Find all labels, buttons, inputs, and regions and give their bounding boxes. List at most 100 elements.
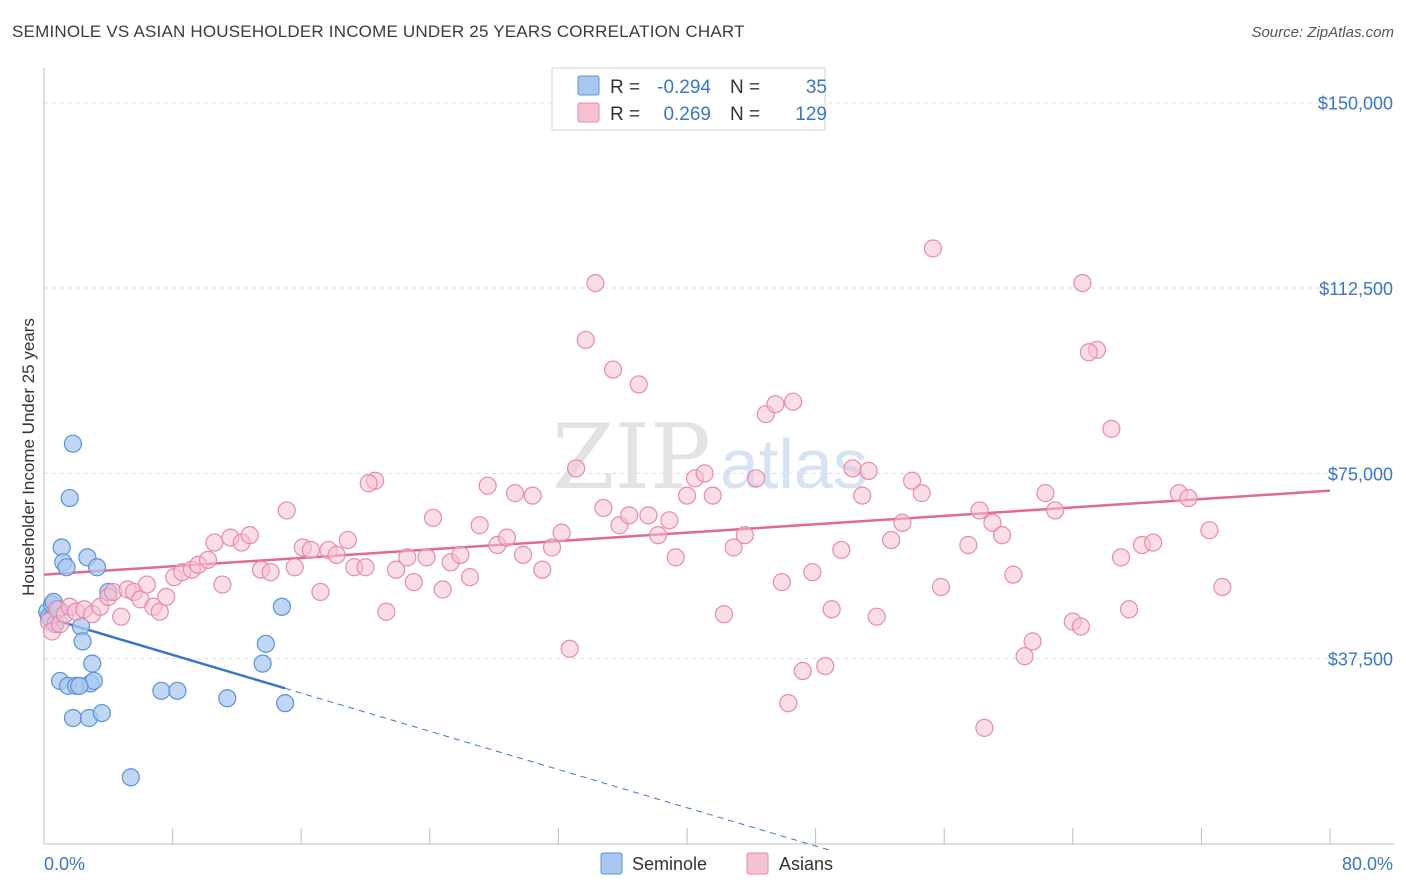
seminole-point-31 (256, 634, 275, 653)
asians-point-52 (460, 568, 480, 587)
asians-point-107 (1004, 565, 1023, 584)
legend-r-value-seminole: -0.294 (657, 77, 711, 98)
asians-point-61 (542, 538, 562, 557)
asians-point-127 (1079, 343, 1098, 362)
asians-point-59 (523, 486, 542, 505)
asians-point-54 (478, 476, 497, 495)
asians-point-104 (970, 501, 989, 520)
y-tick-label-3: $150,000 (1318, 94, 1393, 114)
asians-point-82 (735, 526, 754, 545)
seminole-point-26 (121, 768, 140, 787)
seminole-point-28 (168, 681, 187, 700)
asians-point-62 (552, 523, 571, 542)
source-label: Source: ZipAtlas.com (1251, 24, 1394, 41)
asians-point-111 (1046, 501, 1065, 520)
asians-point-96 (867, 607, 886, 626)
asians-point-73 (648, 526, 668, 545)
bottom-legend: Seminole Asians (600, 852, 833, 875)
asians-point-90 (816, 656, 835, 676)
asians-point-108 (1015, 647, 1034, 666)
asians-point-89 (803, 563, 822, 582)
legend-n-value-asians: 129 (795, 104, 827, 125)
asians-point-39 (338, 530, 357, 550)
asians-point-116 (1111, 548, 1131, 567)
asians-point-68 (603, 360, 623, 379)
asians-point-80 (714, 605, 734, 624)
bottom-legend-swatch-seminole (600, 852, 623, 875)
asians-point-88 (793, 661, 812, 681)
asians-point-67 (594, 498, 613, 518)
asians-point-29 (240, 526, 259, 545)
asians-point-32 (277, 501, 296, 520)
asians-point-122 (1200, 521, 1219, 540)
y-tick-label-0: $37,500 (1328, 650, 1393, 670)
asians-point-81 (724, 538, 743, 557)
seminole-point-10 (57, 558, 76, 577)
asians-point-74 (660, 511, 679, 530)
asians-point-83 (747, 469, 766, 488)
asians-point-64 (566, 459, 586, 478)
seminole-point-33 (276, 694, 295, 713)
data-points (38, 239, 1232, 787)
asians-point-76 (677, 486, 697, 505)
asians-point-98 (893, 513, 912, 532)
asians-point-45 (398, 548, 417, 567)
seminole-point-14 (63, 708, 83, 728)
axes (43, 68, 1394, 845)
legend-swatch-asians (577, 102, 600, 123)
tick-labels: $37,500 $75,000 $112,500 $150,000 0.0% 80.0% (44, 94, 1393, 874)
asians-point-31 (261, 563, 280, 582)
x-tick-label-1: 80.0% (1342, 854, 1393, 874)
asians-point-44 (386, 560, 406, 579)
asians-point-99 (902, 471, 922, 490)
y-axis-title: Householder Income Under 25 years (19, 318, 38, 596)
seminole-point-21 (83, 654, 102, 673)
asians-point-121 (1179, 488, 1198, 508)
seminole-point-32 (272, 597, 292, 616)
asians-point-119 (1144, 533, 1163, 552)
asians-point-105 (983, 513, 1002, 532)
asians-point-26 (213, 575, 232, 594)
asians-point-49 (433, 580, 452, 599)
seminole-point-24 (92, 703, 111, 723)
asians-point-124 (975, 718, 994, 737)
asians-point-106 (992, 526, 1012, 545)
asians-point-60 (533, 560, 552, 579)
asians-point-41 (356, 558, 375, 577)
asians-point-19 (157, 587, 176, 607)
asians-point-92 (832, 540, 851, 560)
bottom-legend-label-asians: Asians (779, 854, 833, 874)
asians-trend-line (43, 489, 1331, 576)
asians-point-110 (1036, 484, 1055, 503)
asians-point-123 (1213, 577, 1232, 597)
seminole-trend-extension (284, 687, 832, 852)
asians-point-63 (560, 639, 579, 658)
asians-point-57 (505, 484, 525, 503)
asians-point-72 (639, 506, 658, 525)
seminole-point-29 (218, 689, 237, 708)
series-asians (39, 239, 1232, 737)
asians-point-95 (859, 461, 878, 480)
asians-point-101 (923, 239, 943, 258)
asians-point-65 (576, 330, 595, 350)
asians-point-66 (586, 273, 605, 293)
asians-point-93 (843, 459, 862, 478)
seminole-point-12 (60, 488, 79, 508)
asians-point-109 (1023, 632, 1042, 651)
seminole-point-23 (87, 558, 107, 577)
asians-point-78 (695, 464, 714, 483)
seminole-point-17 (73, 632, 92, 651)
asians-point-24 (198, 550, 218, 569)
seminole-point-13 (63, 434, 83, 453)
asians-point-38 (327, 545, 346, 564)
asians-point-115 (1102, 419, 1121, 438)
asians-point-47 (417, 548, 436, 567)
asians-point-103 (959, 535, 978, 555)
asians-point-56 (497, 528, 517, 547)
legend-r-label-asians: R = (610, 104, 640, 125)
asians-point-71 (629, 375, 648, 394)
asians-point-46 (404, 572, 423, 592)
asians-point-117 (1119, 600, 1139, 619)
seminole-point-27 (152, 681, 171, 700)
